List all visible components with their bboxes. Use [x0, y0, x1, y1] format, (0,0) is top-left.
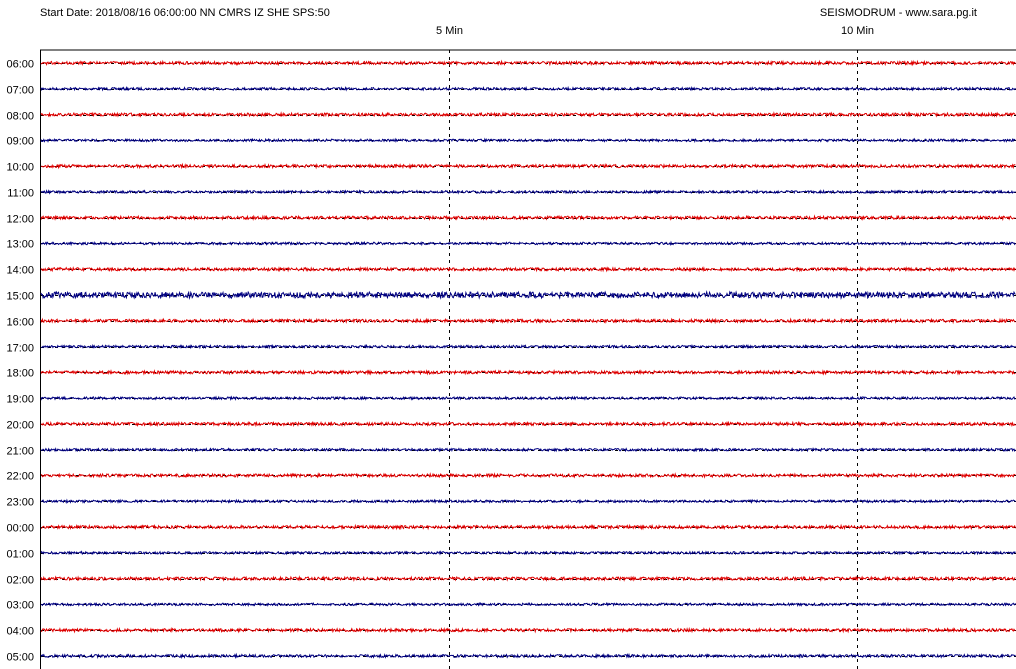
row-label: 06:00: [6, 58, 34, 70]
seismic-trace: [40, 59, 1016, 67]
row-label: 19:00: [6, 393, 34, 405]
row-label: 10:00: [6, 161, 34, 173]
seismic-trace: [40, 317, 1016, 325]
seismic-trace: [40, 85, 1016, 92]
seismic-trace: [40, 290, 1016, 300]
start-info: Start Date: 2018/08/16 06:00:00 NN CMRS …: [40, 7, 330, 19]
row-label: 17:00: [6, 342, 34, 354]
row-label: 22:00: [6, 470, 34, 482]
seismic-trace: [40, 446, 1016, 453]
seismic-trace: [41, 240, 1016, 247]
row-label: 05:00: [6, 651, 34, 663]
row-label: 20:00: [6, 419, 34, 431]
row-label: 12:00: [6, 213, 34, 225]
row-label: 11:00: [7, 187, 34, 199]
seismic-trace: [40, 523, 1016, 531]
seismic-trace: [40, 550, 1016, 556]
seismic-trace: [40, 498, 1016, 505]
row-label: 09:00: [6, 135, 34, 147]
row-label: 01:00: [6, 548, 34, 560]
traces: [40, 59, 1016, 660]
seismic-trace: [40, 395, 1016, 401]
seismic-trace: [40, 111, 1016, 119]
row-label: 13:00: [6, 238, 34, 250]
minute-label: 10 Min: [841, 25, 874, 37]
seismic-trace: [40, 265, 1016, 273]
row-label: 03:00: [6, 599, 34, 611]
source-info: SEISMODRUM - www.sara.pg.it: [820, 7, 977, 19]
seismic-trace: [40, 214, 1016, 222]
seismic-trace: [40, 601, 1016, 608]
row-label: 23:00: [6, 496, 34, 508]
row-label: 18:00: [6, 367, 34, 379]
row-label: 02:00: [6, 574, 34, 586]
row-label: 15:00: [6, 290, 34, 302]
row-label: 14:00: [6, 264, 34, 276]
seismic-trace: [40, 652, 1016, 660]
seismic-trace: [40, 626, 1016, 634]
seismic-trace: [40, 420, 1016, 428]
seismic-trace: [40, 189, 1016, 195]
seismic-trace: [40, 137, 1016, 144]
seismic-trace: [40, 472, 1016, 479]
row-label: 00:00: [6, 522, 34, 534]
seismic-trace: [40, 343, 1016, 350]
minute-label: 5 Min: [436, 25, 463, 37]
row-label: 07:00: [6, 84, 34, 96]
row-label: 08:00: [6, 110, 34, 122]
row-label: 21:00: [6, 445, 34, 457]
row-label: 16:00: [6, 316, 34, 328]
seismic-trace: [40, 162, 1016, 170]
seismic-trace: [40, 369, 1016, 376]
seismic-trace: [40, 575, 1016, 582]
row-label: 04:00: [6, 625, 34, 637]
